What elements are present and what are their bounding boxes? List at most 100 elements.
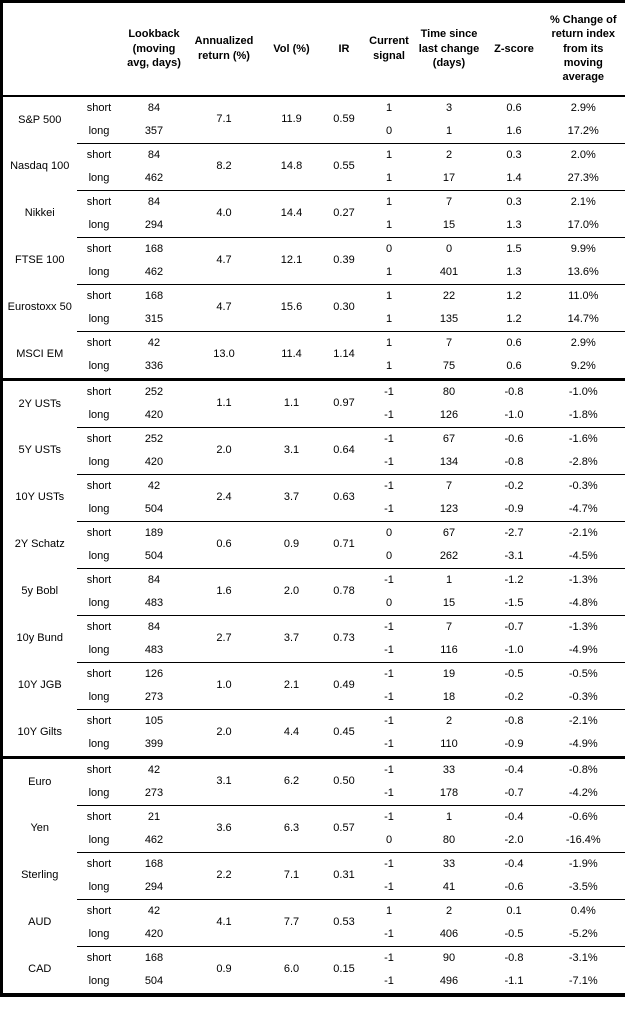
table-row: long 294 -1 41 -0.6 -3.5% <box>2 876 625 900</box>
signal-cell: 1 <box>366 189 412 214</box>
zscore-cell: -1.2 <box>486 567 542 592</box>
lookback-cell: 420 <box>144 455 164 468</box>
signal-cell: -1 <box>384 455 394 468</box>
table-row: long 504 -1 496 -1.1 -7.1% <box>2 970 625 995</box>
table-row: 10y Bund short 84 2.7 3.7 0.73 -1 7 -0.7 -1.3% <box>2 614 625 662</box>
vol-cell: 2.0 <box>261 567 322 615</box>
ir-cell: 0.39 <box>321 236 367 284</box>
signal-cell: 1 <box>366 330 412 355</box>
leg-cell: long <box>88 786 110 799</box>
table-row: long 357 0 1 1.6 17.2% <box>2 120 625 144</box>
ir-cell: 0.78 <box>321 567 367 615</box>
annualized-return-cell: 3.1 <box>186 755 262 805</box>
leg-cell: short <box>76 898 122 923</box>
zscore-cell: 0.3 <box>486 189 542 214</box>
time-since-cell: 67 <box>411 426 487 451</box>
pct-change-cell: -1.6% <box>541 426 625 451</box>
lookback-cell: 189 <box>121 520 187 545</box>
signal-cell: -1 <box>366 567 412 592</box>
pct-change-cell: -1.0% <box>541 377 625 404</box>
lookback-cell: 252 <box>121 426 187 451</box>
time-since-cell: 7 <box>411 330 487 355</box>
time-since-cell: 80 <box>442 833 456 846</box>
leg-cell: short <box>86 101 112 114</box>
table-row: long 315 1 135 1.2 14.7% <box>2 308 625 332</box>
pct-change-cell: -4.2% <box>568 786 598 799</box>
time-since-cell: 401 <box>439 265 459 278</box>
zscore-cell: 0.6 <box>506 101 522 114</box>
zscore-cell: -0.9 <box>504 737 524 750</box>
pct-change-cell: -5.2% <box>568 927 598 940</box>
time-since-cell: 1 <box>445 124 453 137</box>
leg-cell: short <box>76 567 122 592</box>
table-row: long 462 1 17 1.4 27.3% <box>2 167 625 191</box>
table-row: Yen short 21 3.6 6.3 0.57 -1 1 -0.4 -0.6% <box>2 804 625 852</box>
zscore-cell: 1.3 <box>506 218 522 231</box>
zscore-cell: -0.8 <box>486 945 542 970</box>
time-since-cell: 33 <box>411 755 487 782</box>
pct-change-cell: -1.3% <box>541 614 625 639</box>
annualized-return-cell: 7.1 <box>216 113 232 126</box>
pct-change-cell: -2.1% <box>541 520 625 545</box>
time-since-cell: 17 <box>442 171 456 184</box>
table-row: Nikkei short 84 4.0 14.4 0.27 1 7 0.3 2.1% <box>2 189 625 237</box>
annualized-return-cell: 8.2 <box>186 142 262 190</box>
asset-cell: S&P 500 <box>18 113 62 126</box>
lookback-cell: 315 <box>144 312 164 325</box>
lookback-cell: 336 <box>144 359 164 372</box>
time-since-cell: 80 <box>411 377 487 404</box>
table-row: long 399 -1 110 -0.9 -4.9% <box>2 733 625 758</box>
zscore-cell: -0.4 <box>486 804 542 829</box>
asset-cell: Nasdaq 100 <box>10 160 70 173</box>
zscore-cell: -0.6 <box>486 426 542 451</box>
asset-cell: 10Y JGB <box>17 679 62 692</box>
signal-cell: -1 <box>384 737 394 750</box>
lookback-cell: 462 <box>144 265 164 278</box>
lookback-cell: 420 <box>144 408 164 421</box>
time-since-cell: 18 <box>442 690 456 703</box>
leg-cell: short <box>76 189 122 214</box>
zscore-cell: -1.1 <box>504 974 524 987</box>
table-row: 2Y Schatz short 189 0.6 0.9 0.71 0 67 -2.7 -2.1% <box>2 520 625 568</box>
leg-cell: long <box>88 833 110 846</box>
signal-cell: -1 <box>384 690 394 703</box>
pct-change-cell: 2.0% <box>541 142 625 167</box>
asset-cell: CAD <box>28 963 52 976</box>
table-row: 10Y Gilts short 105 2.0 4.4 0.45 -1 2 -0.8 -2.1% <box>2 708 625 757</box>
leg-cell: short <box>76 614 122 639</box>
leg-cell: short <box>76 708 122 733</box>
signal-cell: -1 <box>366 945 412 970</box>
zscore-cell: 1.2 <box>506 312 522 325</box>
signal-cell: -1 <box>384 643 394 656</box>
vol-cell: 6.2 <box>261 755 322 805</box>
ir-cell: 1.14 <box>321 330 367 379</box>
signal-cell: 0 <box>366 236 412 261</box>
vol-cell: 14.4 <box>261 189 322 237</box>
table-row: AUD short 42 4.1 7.7 0.53 1 2 0.1 0.4% <box>2 898 625 946</box>
lookback-cell: 168 <box>121 236 187 261</box>
vol-cell: 6.0 <box>261 945 322 995</box>
lookback-cell: 462 <box>144 833 164 846</box>
zscore-column-header: Z-score <box>486 1 542 97</box>
lookback-cell: 42 <box>121 755 187 782</box>
signal-cell: -1 <box>384 927 394 940</box>
ir-cell: 0.27 <box>321 189 367 237</box>
lookback-cell: 399 <box>144 737 164 750</box>
zscore-cell: -0.4 <box>486 755 542 782</box>
zscore-cell: -0.4 <box>486 851 542 876</box>
vol-cell: 14.8 <box>261 142 322 190</box>
leg-cell: long <box>88 596 110 609</box>
asset-cell: 10y Bund <box>16 632 63 645</box>
time-since-cell: 262 <box>439 549 459 562</box>
annualized-return-cell: 1.6 <box>186 567 262 615</box>
zscore-cell: 1.3 <box>506 265 522 278</box>
table-row: long 462 1 401 1.3 13.6% <box>2 261 625 285</box>
table-row: 10Y USTs short 42 2.4 3.7 0.63 -1 7 -0.2 -0.3% <box>2 473 625 521</box>
asset-cell: 5y Bobl <box>21 585 59 598</box>
table-row: 2Y USTs short 252 1.1 1.1 0.97 -1 80 -0.8 -1.0% <box>1 377 625 427</box>
asset-cell: Nikkei <box>24 207 55 220</box>
vol-cell: 2.1 <box>261 661 322 709</box>
vol-cell: 11.4 <box>261 330 322 379</box>
signal-cell: -1 <box>366 851 412 876</box>
time-since-cell: 15 <box>442 596 456 609</box>
